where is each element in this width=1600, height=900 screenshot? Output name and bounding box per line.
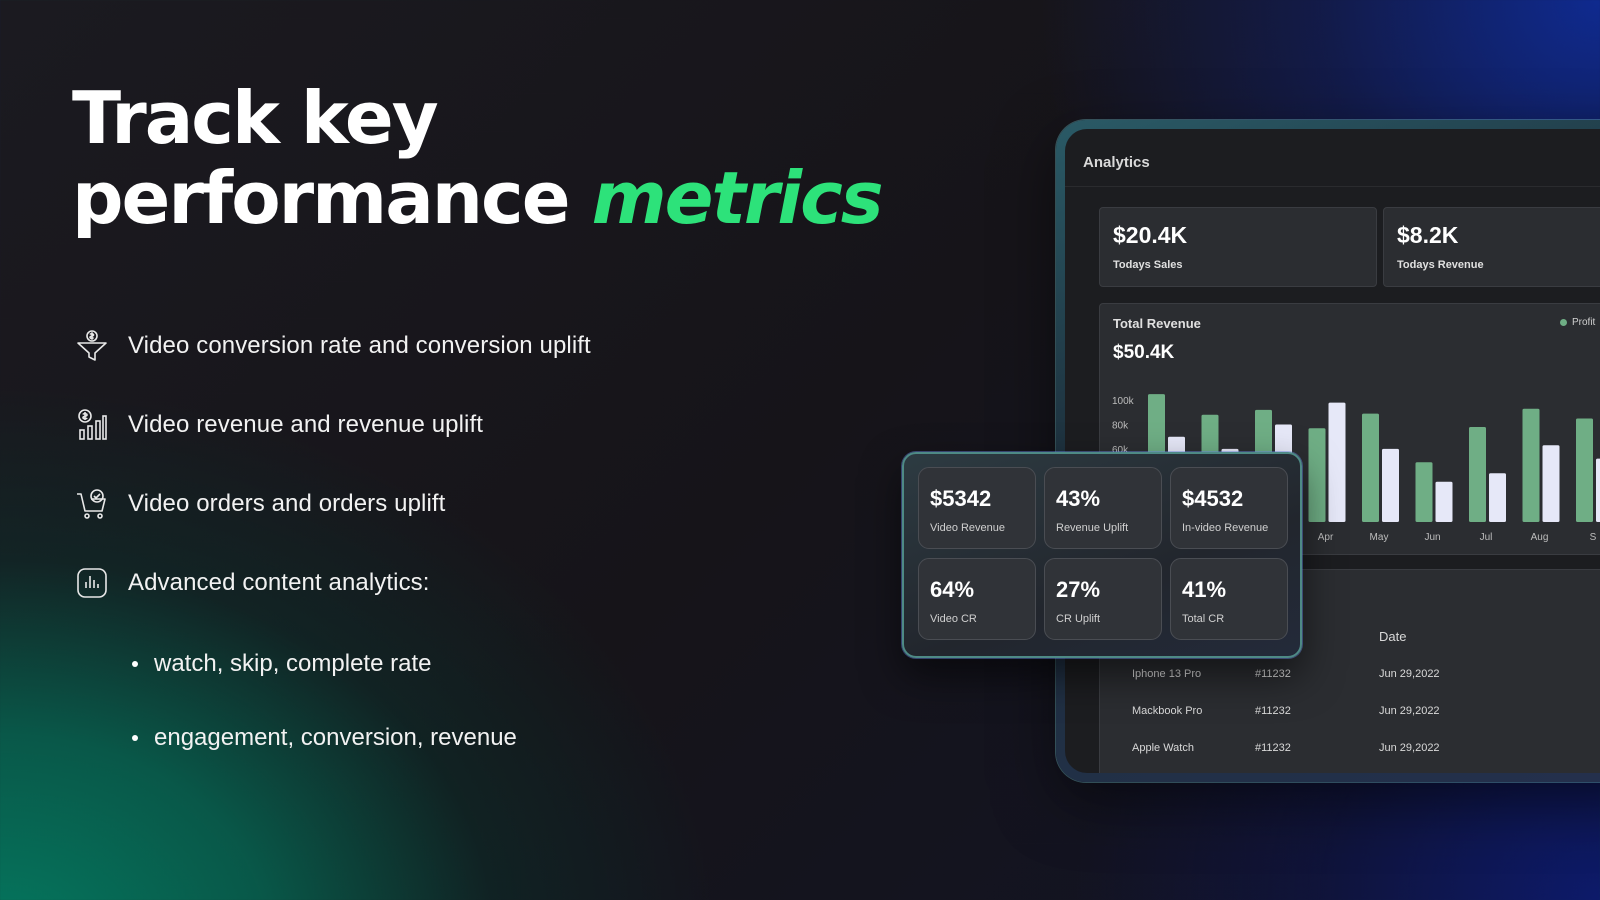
stat-value: $8.2K: [1397, 222, 1459, 248]
dollar-bar-chart-icon: [72, 405, 112, 445]
video-metrics-card: $5342 Video Revenue 43% Revenue Uplift $…: [902, 452, 1302, 658]
tablet-mockup: Analytics $20.4K Todays Sales $8.2K Toda…: [1056, 120, 1600, 782]
dashboard-screen: Analytics $20.4K Todays Sales $8.2K Toda…: [1065, 129, 1600, 773]
product-cell: Mackbook Pro: [1132, 705, 1203, 717]
secondary-bar[interactable]: [1542, 445, 1560, 522]
secondary-bar[interactable]: [1435, 481, 1453, 522]
chart-legend: Profit: [1560, 317, 1595, 328]
y-tick-label: 60k: [1112, 445, 1129, 456]
metric-tile-revenue-uplift[interactable]: 43% Revenue Uplift: [1044, 467, 1162, 549]
legend-label: Profit: [1572, 317, 1596, 328]
metrics-grid: $5342 Video Revenue 43% Revenue Uplift $…: [918, 467, 1288, 640]
bullet-text: watch, skip, complete rate: [154, 650, 432, 677]
bullet-item: engagement, conversion, revenue: [132, 722, 517, 754]
bullet-dot: [132, 735, 138, 741]
feature-item: Advanced content analytics:: [72, 565, 591, 601]
metric-value: $5342: [930, 486, 992, 511]
x-tick-label: Apr: [1318, 532, 1334, 543]
order-id-cell: #11232: [1255, 705, 1291, 717]
metric-value: 64%: [930, 577, 975, 602]
x-tick-label: Jun: [1424, 532, 1440, 543]
dashboard-title: Analytics: [1083, 154, 1150, 171]
metric-value: 43%: [1056, 486, 1101, 511]
metric-label: Total CR: [1182, 613, 1225, 625]
bullet-list: watch, skip, complete rate engagement, c…: [132, 648, 517, 796]
feature-text: Advanced content analytics:: [128, 569, 430, 596]
feature-item: Video revenue and revenue uplift: [72, 407, 591, 443]
profit-bar[interactable]: [1362, 413, 1379, 522]
x-tick-label: S: [1590, 532, 1597, 543]
product-cell: Apple Watch: [1132, 742, 1194, 754]
stat-value: $20.4K: [1113, 222, 1188, 248]
x-tick-label: Aug: [1531, 532, 1549, 543]
feature-text: Video conversion rate and conversion upl…: [128, 332, 591, 359]
feature-list: Video conversion rate and conversion upl…: [72, 328, 591, 644]
x-tick-label: May: [1370, 532, 1389, 543]
revenue-card-title: Total Revenue: [1113, 316, 1201, 331]
table-row[interactable]: Apple Watch #11232 Jun 29,2022: [1100, 742, 1600, 772]
metric-tile-video-revenue[interactable]: $5342 Video Revenue: [918, 467, 1036, 549]
date-cell: Jun 29,2022: [1379, 705, 1440, 717]
header-divider: [1065, 186, 1600, 187]
secondary-bar[interactable]: [1489, 473, 1506, 522]
stat-label: Todays Revenue: [1397, 259, 1484, 271]
profit-bar[interactable]: [1576, 418, 1593, 522]
date-cell: Jun 29,2022: [1379, 742, 1440, 754]
metric-tile-total-cr[interactable]: 41% Total CR: [1170, 558, 1288, 640]
stat-card-revenue[interactable]: $8.2K Todays Revenue: [1383, 207, 1600, 287]
feature-text: Video orders and orders uplift: [128, 490, 446, 517]
feature-item: Video conversion rate and conversion upl…: [72, 328, 591, 364]
stat-label: Todays Sales: [1113, 259, 1183, 271]
table-row[interactable]: Mackbook Pro #11232 Jun 29,2022: [1100, 705, 1600, 735]
profit-bar[interactable]: [1308, 428, 1326, 522]
analytics-chart-icon: [72, 563, 112, 603]
metric-tile-video-cr[interactable]: 64% Video CR: [918, 558, 1036, 640]
table-row[interactable]: Iphone 13 Pro #11232 Jun 29,2022: [1100, 668, 1600, 698]
hero-title-accent: metrics: [591, 156, 884, 240]
secondary-bar[interactable]: [1596, 458, 1600, 522]
feature-text: Video revenue and revenue uplift: [128, 411, 484, 438]
hero-title-line1: Track key: [72, 76, 439, 160]
metric-tile-in-video-revenue[interactable]: $4532 In-video Revenue: [1170, 467, 1288, 549]
metric-value: 27%: [1056, 577, 1101, 602]
metric-value: $4532: [1182, 486, 1244, 511]
funnel-dollar-icon: [72, 326, 112, 366]
bullet-dot: [132, 661, 138, 667]
metric-label: Revenue Uplift: [1056, 522, 1129, 534]
metric-tile-cr-uplift[interactable]: 27% CR Uplift: [1044, 558, 1162, 640]
date-cell: Jun 29,2022: [1379, 668, 1440, 680]
order-id-cell: #11232: [1255, 668, 1291, 680]
secondary-bar[interactable]: [1382, 448, 1399, 522]
metric-label: In-video Revenue: [1182, 522, 1269, 534]
product-cell: Iphone 13 Pro: [1132, 668, 1202, 680]
metric-label: Video CR: [930, 613, 977, 625]
x-tick-label: Jul: [1480, 532, 1493, 543]
date-column-header: Date: [1379, 629, 1407, 644]
profit-bar[interactable]: [1469, 426, 1486, 522]
revenue-total: $50.4K: [1113, 342, 1175, 363]
cart-check-icon: [72, 484, 112, 524]
bullet-item: watch, skip, complete rate: [132, 648, 517, 680]
secondary-bar[interactable]: [1328, 402, 1346, 522]
stat-card-sales[interactable]: $20.4K Todays Sales: [1099, 207, 1377, 287]
profit-bar[interactable]: [1522, 408, 1540, 522]
bullet-text: engagement, conversion, revenue: [154, 724, 517, 751]
metric-label: Video Revenue: [930, 522, 1006, 534]
hero-title-line2: performance metrics: [72, 156, 884, 240]
metric-label: CR Uplift: [1056, 613, 1101, 625]
hero-title: Track key performance metrics: [72, 76, 884, 240]
y-tick-label: 100k: [1112, 396, 1135, 407]
legend-swatch: [1560, 319, 1567, 326]
feature-item: Video orders and orders uplift: [72, 486, 591, 522]
metric-value: 41%: [1182, 577, 1227, 602]
profit-bar[interactable]: [1415, 462, 1433, 522]
order-id-cell: #11232: [1255, 742, 1291, 754]
y-tick-label: 80k: [1112, 421, 1129, 432]
hero-title-word: performance: [72, 156, 571, 240]
